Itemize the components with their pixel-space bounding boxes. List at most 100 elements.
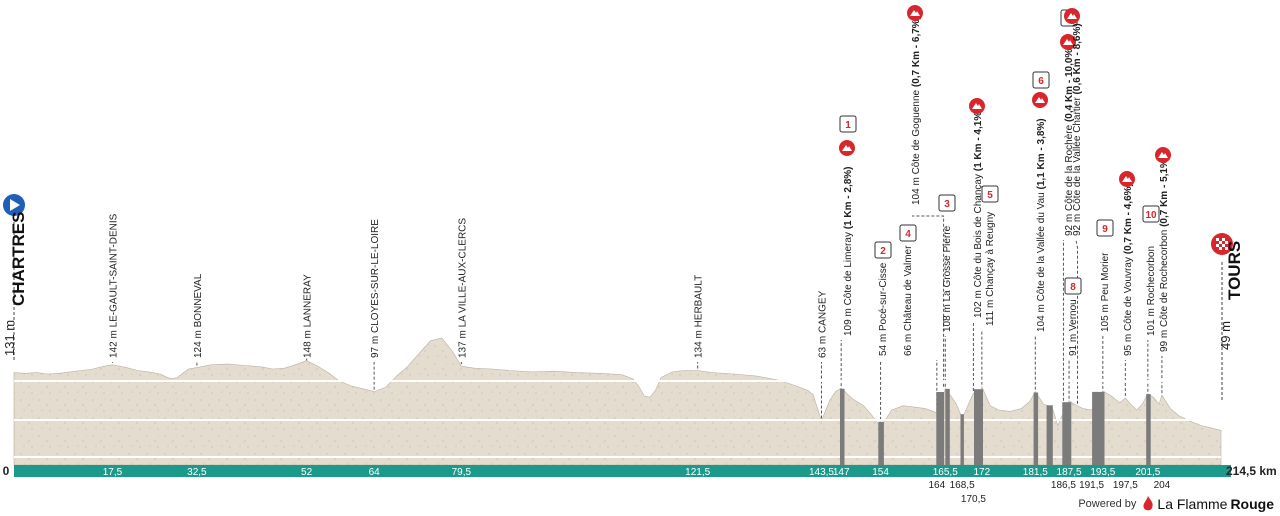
sector-label: 104 m Côte de Goguenne (0,7 Km - 6,7%) — [911, 16, 922, 205]
mountain-glyph — [910, 10, 920, 16]
brand-name-part-a: La Flamme — [1157, 496, 1228, 512]
km-axis-label: 79,5 — [452, 467, 472, 478]
mountain-glyph — [1067, 13, 1077, 19]
town-label: 124 m BONNEVAL — [193, 273, 204, 358]
gravel-sector-bar — [936, 392, 945, 465]
powered-by-text: Powered by — [1078, 498, 1137, 510]
gravel-sector-bar — [960, 414, 964, 465]
sector-number: 5 — [987, 190, 993, 201]
km-axis-label: 201,5 — [1135, 467, 1160, 478]
gravel-sectors-layer — [840, 388, 1151, 465]
km-axis-label: 64 — [369, 467, 381, 478]
mountain-glyph — [842, 145, 852, 151]
km-axis-label: 121,5 — [685, 467, 710, 478]
sector-badge — [1032, 71, 1050, 89]
gravel-sector-bar — [1092, 391, 1105, 465]
mountain-glyph — [1035, 97, 1045, 103]
sector-badge — [899, 224, 917, 242]
town-label: 142 m LE-GAULT-SAINT-DENIS — [108, 213, 119, 358]
start-town-name: CHARTRES — [9, 212, 28, 306]
start-elevation: 131 m — [2, 320, 17, 356]
town-label: 97 m CLOYES-SUR-LE-LOIRE — [370, 219, 381, 358]
km-axis-label: 172 — [974, 467, 991, 478]
finish-flag-check — [1219, 247, 1222, 250]
finish-flag-check — [1219, 241, 1222, 244]
mountain-glyph — [1158, 152, 1168, 158]
sector-number: 8 — [1070, 282, 1076, 293]
sector-number: 10 — [1145, 210, 1157, 221]
finish-town-name: TOURS — [1225, 241, 1244, 300]
km-below-label: 170,5 — [961, 494, 986, 505]
sector-label: 95 m Côte de Vouvray (0,7 Km - 4,6%) — [1123, 183, 1134, 356]
sector-label: 54 m Pocé-sur-Cisse — [878, 262, 889, 356]
km-axis-label: 181,5 — [1023, 467, 1048, 478]
sector-label: 102 m Côte du Bois de Chançay (1 Km - 4,… — [973, 108, 984, 318]
climb-detail: (0,6 Km - 8,6%) — [1072, 23, 1083, 94]
credit: Powered by La Flamme Rouge — [1078, 496, 1274, 512]
climb-detail: (1,1 Km - 3,8%) — [1036, 118, 1047, 189]
km-below-label: 186,5 — [1051, 480, 1076, 491]
sector-badge — [1064, 277, 1082, 295]
gravel-sector-bar — [878, 421, 884, 465]
la-flamme-rouge-logo: La Flamme Rouge — [1142, 496, 1274, 512]
mountain-glyph — [972, 103, 982, 109]
sector-number: 6 — [1038, 76, 1044, 87]
km-strip — [14, 465, 1231, 477]
km-below-label: 197,5 — [1113, 480, 1138, 491]
sector-label: 108 m La Grosse Pierre — [942, 225, 953, 332]
sector-label: 66 m Château de Valmer — [903, 245, 914, 356]
sector-hook-line — [912, 215, 945, 387]
gravel-sector-bar — [945, 388, 950, 465]
elevation-profile-area — [13, 337, 1222, 466]
sector-badge — [938, 194, 956, 212]
sector-number: 3 — [944, 199, 950, 210]
sector-label: 92 m Côte de la Rochère (0,4 Km - 10,0%) — [1064, 45, 1075, 236]
terrain-layer — [13, 337, 1222, 466]
town-label: 63 m CANGEY — [817, 290, 828, 358]
profile-layer-back — [13, 215, 1223, 425]
sector-hook-line — [1075, 239, 1079, 404]
sector-number: 1 — [845, 120, 851, 131]
km-axis-label: 52 — [301, 467, 313, 478]
sector-label: 99 m Côte de Rochecorbon (0,7 Km - 5,1%) — [1159, 156, 1170, 352]
sector-label: 104 m Côte de la Vallée du Vau (1,1 Km -… — [1036, 118, 1047, 332]
climb-detail: (1 Km - 2,8%) — [843, 166, 854, 229]
km-axis-label: 0 — [3, 464, 10, 478]
km-axis-label: 154 — [872, 467, 889, 478]
km-axis-label: 17,5 — [103, 467, 123, 478]
climb-detail: (0,7 Km - 5,1%) — [1159, 156, 1170, 227]
flame-icon — [1143, 496, 1154, 511]
sector-number: 4 — [905, 229, 911, 240]
finish-flag-check — [1225, 241, 1228, 244]
sector-badge — [1142, 205, 1160, 223]
km-below-label: 204 — [1154, 480, 1171, 491]
climb-detail: (0,4 Km - 10,0%) — [1064, 45, 1075, 122]
sector-badge — [981, 185, 999, 203]
km-axis-label: 165,5 — [933, 467, 958, 478]
gravel-sector-bar — [1146, 394, 1151, 465]
sector-label: 105 m Peu Morier — [1100, 252, 1111, 332]
gravel-sector-bar — [1062, 402, 1072, 465]
gravel-sector-bar — [1046, 405, 1053, 465]
sector-label: 91 m Vernou — [1068, 299, 1079, 356]
km-axis-label: 193,5 — [1090, 467, 1115, 478]
sector-number: 2 — [880, 246, 886, 257]
finish-flag-check — [1222, 238, 1225, 241]
climb-detail: (1 Km - 4,1%) — [973, 108, 984, 171]
sector-label: 111 m Chançay à Reugny — [985, 212, 996, 326]
town-label: 134 m HERBAULT — [694, 275, 705, 358]
km-below-label: 191,5 — [1079, 480, 1104, 491]
gravel-sector-bar — [1033, 392, 1039, 465]
km-below-label: 168,5 — [950, 480, 975, 491]
climb-detail: (0,7 Km - 6,7%) — [911, 16, 922, 87]
gravel-sector-bar — [840, 388, 845, 465]
climb-detail: (0,7 Km - 4,6%) — [1123, 183, 1134, 254]
finish-flag-check — [1216, 244, 1219, 247]
town-label: 137 m LA VILLE-AUX-CLERCS — [457, 218, 468, 358]
km-axis-label: 214,5 km — [1226, 464, 1277, 478]
labels-layer: 131 m CHARTRES 49 m TOURS 142 m LE-GAULT-SAI… — [2, 5, 1244, 358]
km-axis-label: 147 — [833, 467, 850, 478]
finish-elevation: 49 m — [1218, 321, 1233, 350]
gravel-sector-bar — [974, 389, 983, 465]
